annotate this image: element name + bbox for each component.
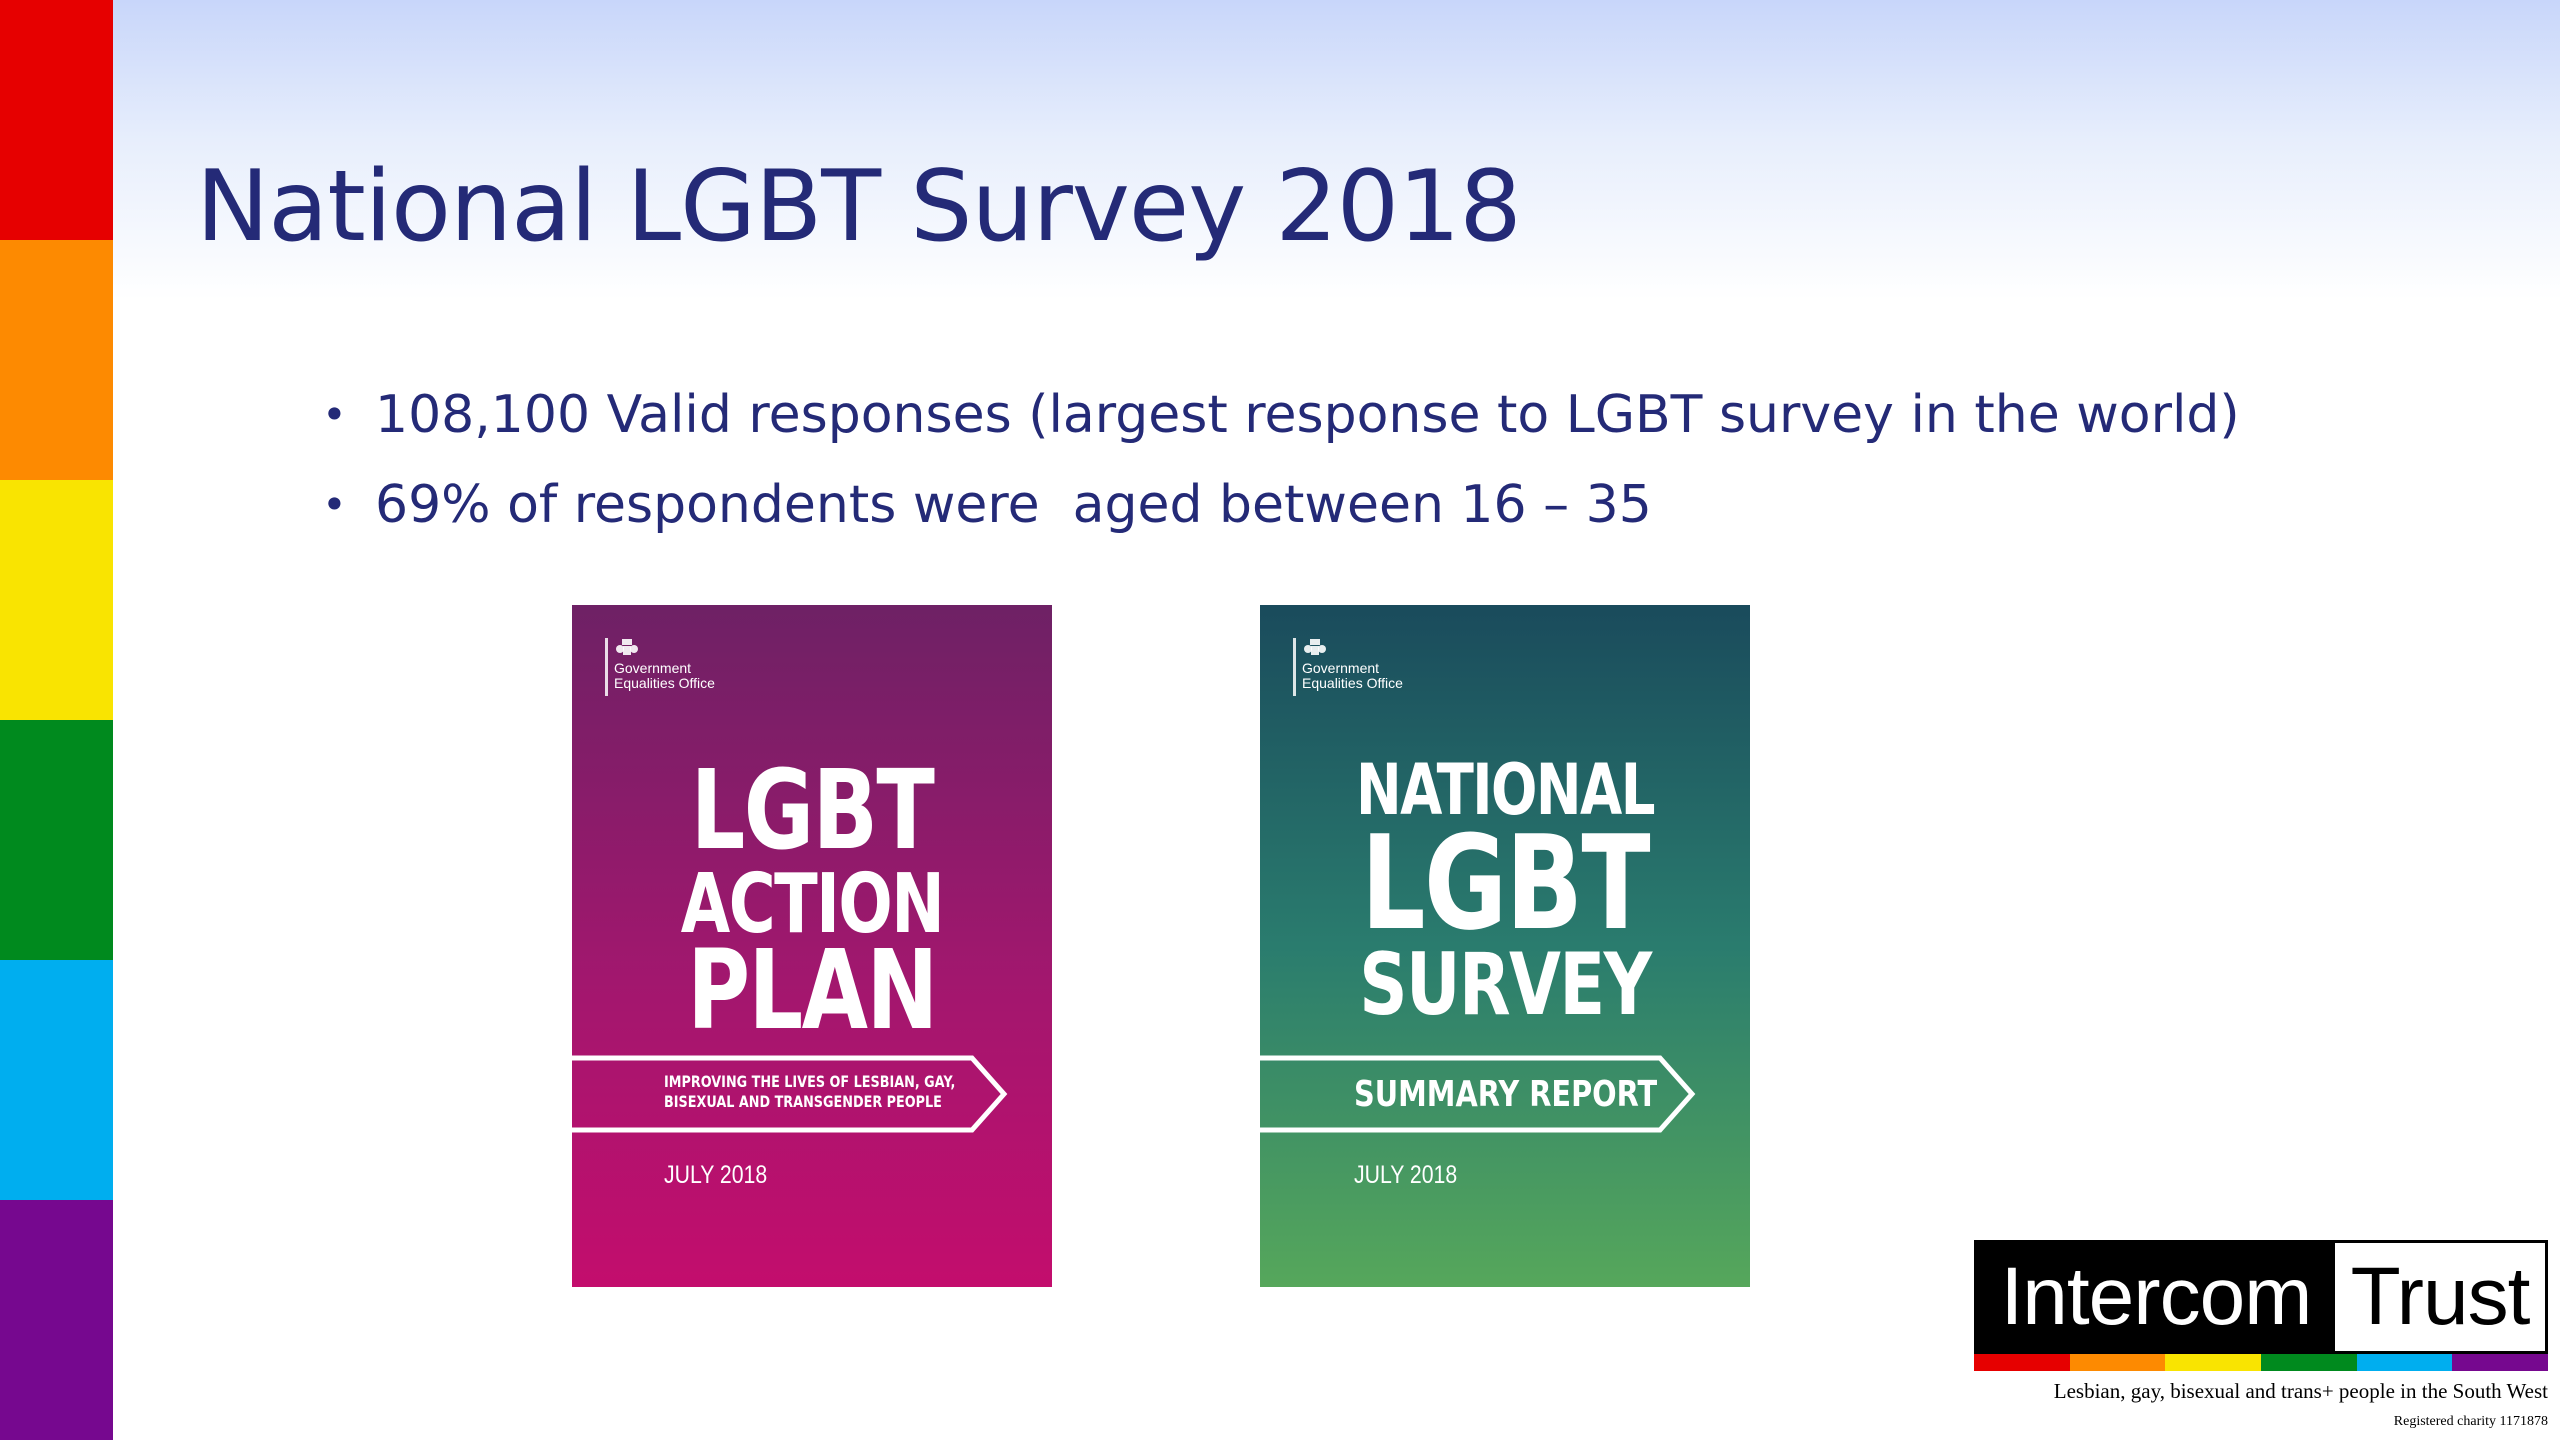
logo-charity-number: Registered charity 1171878 [2393, 1414, 2548, 1429]
logo-stripe-green [2261, 1354, 2357, 1371]
logo-stripe-purple [2452, 1354, 2549, 1371]
subtitle-arrow-banner [572, 1055, 1008, 1133]
rainbow-stripe-purple [0, 1200, 113, 1440]
rainbow-stripe-orange [0, 240, 113, 480]
crest-divider [605, 638, 608, 696]
bullet-item-responses: 108,100 Valid responses (largest respons… [322, 380, 2240, 470]
rainbow-stripe-green [0, 720, 113, 960]
crest-divider [1293, 638, 1296, 696]
cover-title-line-3: PLAN [687, 926, 938, 1054]
royal-crest-icon [616, 639, 638, 655]
cover-date: JULY 2018 [664, 1161, 768, 1189]
slide-title: National LGBT Survey 2018 [196, 150, 1522, 264]
org-name: Government Equalities Office [614, 660, 715, 691]
logo-wordmark: Intercom Trust [1974, 1240, 2548, 1354]
org-name: Government Equalities Office [1302, 660, 1403, 691]
rainbow-sidebar [0, 0, 113, 1440]
royal-crest-icon [1304, 639, 1326, 655]
intercom-trust-logo: Intercom Trust Lesbian, gay, bisexual an… [1974, 1240, 2549, 1430]
logo-word-intercom: Intercom [1977, 1243, 2335, 1351]
logo-stripe-orange [2069, 1354, 2166, 1371]
rainbow-stripe-blue [0, 960, 113, 1200]
cover-date: JULY 2018 [1354, 1161, 1458, 1189]
cover-title-line-3: SURVEY [1359, 935, 1652, 1035]
logo-tagline: Lesbian, gay, bisexual and trans+ people… [2053, 1379, 2548, 1403]
subtitle-arrow-banner [1260, 1055, 1696, 1133]
rainbow-stripe-red [0, 0, 113, 240]
cover-title-line-2: LGBT [1360, 807, 1651, 959]
logo-stripe-blue [2356, 1354, 2453, 1371]
logo-word-trust: Trust [2335, 1243, 2545, 1351]
bullet-list: 108,100 Valid responses (largest respons… [322, 380, 2240, 560]
logo-stripe-yellow [2165, 1354, 2262, 1371]
cover-subtitle: SUMMARY REPORT [1354, 1074, 1658, 1115]
action-plan-cover-image: Government Equalities Office LGBT ACTION… [572, 605, 1052, 1287]
logo-stripe-red [1974, 1354, 2070, 1371]
cover-title-line-1: LGBT [690, 746, 935, 874]
cover-title-line-2: ACTION [680, 857, 945, 952]
cover-subtitle: IMPROVING THE LIVES OF LESBIAN, GAY, BIS… [664, 1072, 956, 1111]
rainbow-stripe-yellow [0, 480, 113, 720]
logo-rainbow-strip [1974, 1354, 2549, 1371]
cover-title-line-1: NATIONAL [1356, 749, 1656, 831]
survey-summary-cover-image: Government Equalities Office NATIONAL LG… [1260, 605, 1750, 1287]
bullet-item-age-range: 69% of respondents were aged between 16 … [322, 470, 2240, 560]
